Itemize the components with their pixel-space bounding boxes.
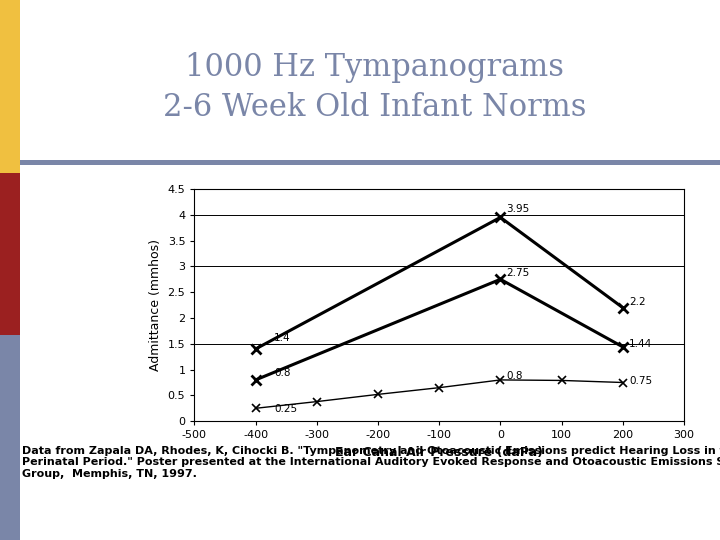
Text: 3.95: 3.95 — [507, 204, 530, 214]
Text: 0.8: 0.8 — [274, 368, 290, 379]
Text: 1.4: 1.4 — [274, 333, 291, 343]
Y-axis label: Admittance (mmhos): Admittance (mmhos) — [149, 239, 162, 371]
Text: 0.8: 0.8 — [507, 371, 523, 381]
Text: 2-6 Week Old Infant Norms: 2-6 Week Old Infant Norms — [163, 92, 586, 124]
Text: 0.75: 0.75 — [629, 376, 652, 386]
Text: 1.44: 1.44 — [629, 339, 652, 349]
Text: 0.25: 0.25 — [274, 404, 297, 414]
Text: 1000 Hz Tympanograms: 1000 Hz Tympanograms — [185, 52, 564, 83]
Text: 2.75: 2.75 — [507, 268, 530, 278]
X-axis label: Ear Canal Air Pressure (daPa): Ear Canal Air Pressure (daPa) — [336, 446, 543, 459]
Text: Data from Zapala DA, Rhodes, K, Cihocki B. "Tympanometry and Otoacoustic Emissio: Data from Zapala DA, Rhodes, K, Cihocki … — [22, 446, 720, 478]
Text: 2.2: 2.2 — [629, 297, 646, 307]
